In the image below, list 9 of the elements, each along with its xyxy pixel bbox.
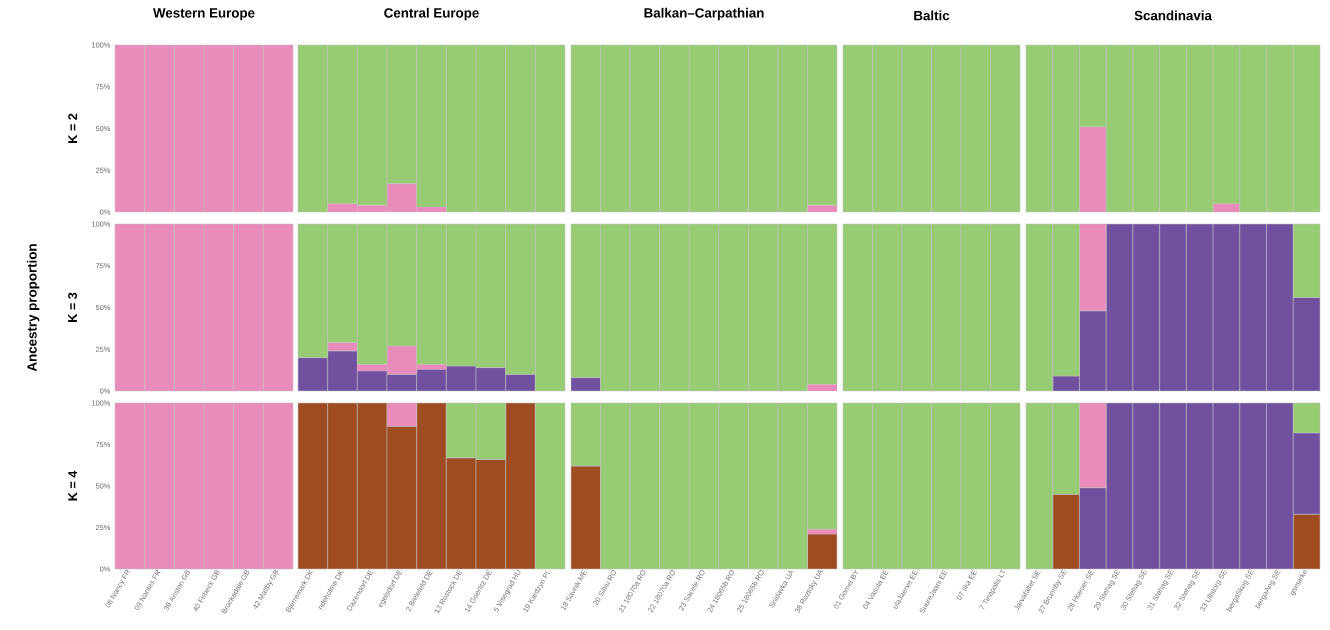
chart-title: Western Europe — [153, 8, 255, 21]
y-axis-title: K = 4 — [68, 470, 78, 501]
chart-title: Scandinavia — [1134, 10, 1213, 21]
y-axis-title: K = 3 — [68, 292, 78, 322]
text: Ancestry proportion — [26, 244, 40, 372]
chart-title: Baltic — [914, 10, 950, 21]
chart-title: Balkan–Carpathian — [644, 7, 764, 21]
chart-title: Central Europe — [384, 7, 479, 21]
y-axis-title: K = 2 — [68, 113, 78, 143]
